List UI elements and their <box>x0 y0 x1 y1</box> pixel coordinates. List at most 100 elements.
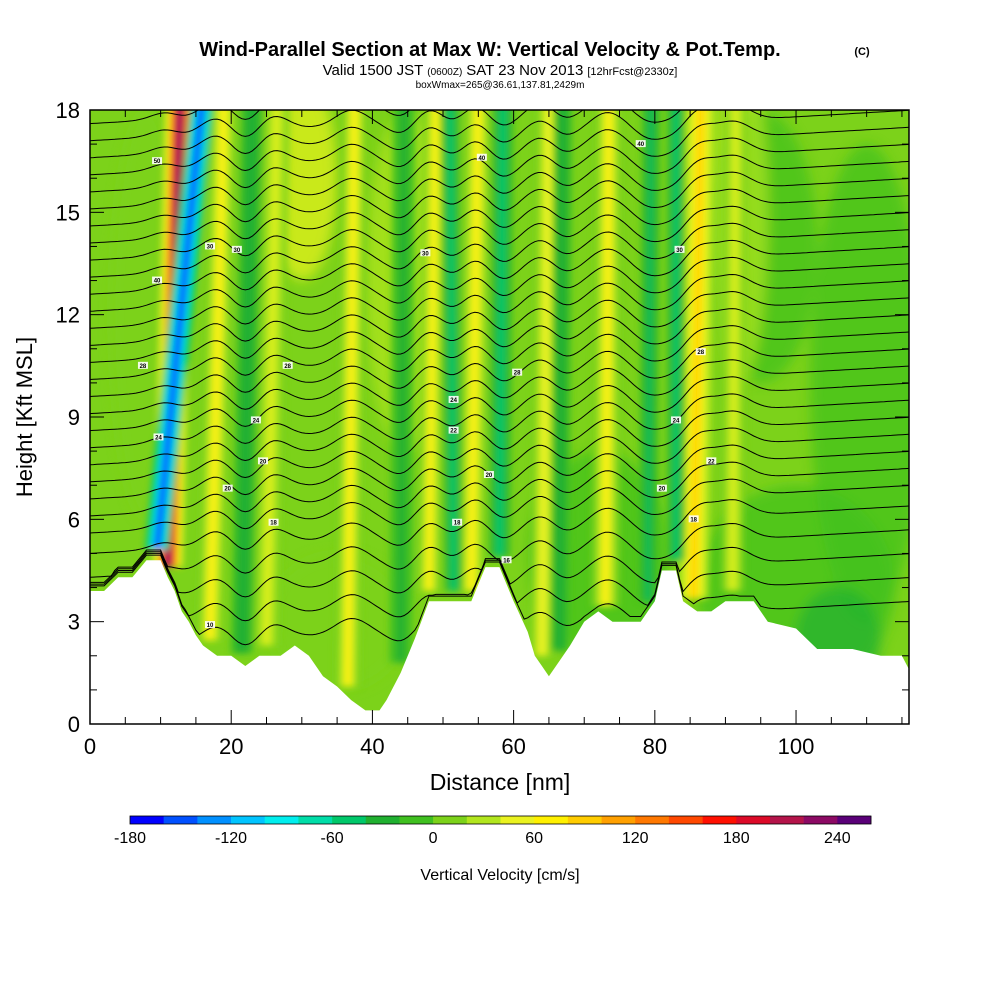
contour-label-bg <box>420 249 431 257</box>
contour-label-bg <box>152 157 163 165</box>
contour-label: 16 <box>501 556 512 564</box>
colorbar-swatch <box>601 816 636 824</box>
theta-contour <box>90 154 909 210</box>
contour-label: 24 <box>153 433 164 441</box>
contour-label-text: 28 <box>697 350 704 356</box>
contour-label: 22 <box>706 457 717 465</box>
colorbar-tick-label: 120 <box>622 830 649 847</box>
contour-label-text: 16 <box>503 558 510 564</box>
x-tick-label: 20 <box>219 734 243 759</box>
contour-label-bg <box>222 484 233 492</box>
theta-contour <box>90 478 909 534</box>
theta-contour <box>90 205 909 261</box>
contour-label-bg <box>268 518 279 526</box>
contour-label-text: 30 <box>207 244 214 250</box>
contour-label: 20 <box>483 470 494 479</box>
contour-label-text: 28 <box>514 371 521 377</box>
contour-label: 24 <box>250 416 261 424</box>
contour-label: 30 <box>231 245 242 254</box>
colorbar-swatch <box>466 816 501 824</box>
colorbar-swatch <box>635 816 670 824</box>
colorbar-swatch <box>567 816 602 824</box>
y-axis: 0 3 6 9 12 15 18 <box>56 98 909 737</box>
contour-label-text: 50 <box>154 159 161 165</box>
contour-label: 28 <box>282 361 293 370</box>
contour-label: 28 <box>512 368 523 377</box>
contour-label-bg <box>153 433 164 441</box>
contour-label-bg <box>231 245 242 253</box>
contour-label-bg <box>635 140 646 148</box>
contour-label-bg <box>282 361 293 369</box>
colorbar-swatch <box>197 816 232 824</box>
chart-subtitle-box: boxWmax=265@36.61,137.81,2429m <box>416 80 585 91</box>
contour-label: 20 <box>656 484 667 493</box>
contour-label-text: 20 <box>659 487 666 493</box>
colorbar-swatch <box>668 816 703 824</box>
downdraft-band <box>674 110 678 561</box>
contour-label-bg <box>476 153 487 161</box>
x-axis-label: Distance [nm] <box>430 769 571 795</box>
contour-label-bg <box>674 245 685 253</box>
contour-label-bg <box>152 276 163 284</box>
contour-label-bg <box>501 556 512 564</box>
colorbar-swatch <box>332 816 367 824</box>
y-tick-label: 9 <box>68 405 80 430</box>
downdraft-band <box>155 110 204 551</box>
contour-label-text: 40 <box>637 142 644 148</box>
downdraft-band <box>646 110 653 602</box>
contour-label: 30 <box>674 245 685 254</box>
contour-label-bg <box>448 395 459 403</box>
x-tick-label: 60 <box>501 734 525 759</box>
contour-label: 28 <box>137 361 148 370</box>
contour-labels: 50 40 28 24 30 30 28 24 20 20 18 10 30 40 28 24 22 20 18 16… <box>137 140 717 629</box>
theta-contour <box>90 120 909 176</box>
contour-label-bg <box>671 416 682 424</box>
y-tick-label: 3 <box>68 610 80 635</box>
colorbar-swatch <box>736 816 771 824</box>
contour-label-text: 24 <box>673 418 680 424</box>
contour-label-bg <box>257 457 268 465</box>
theta-contour <box>90 290 909 346</box>
y-tick-label: 18 <box>56 98 80 123</box>
colorbar-tick-label: -60 <box>321 830 344 847</box>
contour-label-text: 40 <box>154 279 161 285</box>
downdraft-band <box>239 110 254 654</box>
colorbar-ticks: -180 -120 -60 0 60 120 180 240 <box>114 830 851 847</box>
updraft-band <box>539 110 551 656</box>
updraft-band <box>603 110 612 607</box>
theta-contour <box>90 522 909 578</box>
contour-label-text: 20 <box>486 473 493 479</box>
contour-label: 40 <box>635 140 646 148</box>
updraft-band <box>426 110 438 591</box>
y-tick-label: 6 <box>68 507 80 532</box>
contour-label-text: 20 <box>224 487 231 493</box>
x-tick-label: 80 <box>643 734 667 759</box>
contour-label-text: 10 <box>207 623 214 629</box>
contour-label-text: 20 <box>260 459 267 465</box>
downdraft-band <box>448 110 456 591</box>
chart-subtitle: Valid 1500 JST (0600Z) SAT 23 Nov 2013 [12h… <box>323 62 678 79</box>
field-patch <box>810 144 909 622</box>
colorbar-tick-label: 180 <box>723 830 750 847</box>
colorbar-tick-label: -120 <box>215 830 247 847</box>
x-tick-label: 100 <box>778 734 815 759</box>
colorbar-tick-label: 240 <box>824 830 851 847</box>
subtitle-forecast: [12hrFcst@2330z] <box>587 66 677 78</box>
y-tick-label: 0 <box>68 712 80 737</box>
theta-contour <box>90 222 909 278</box>
subtitle-date: SAT 23 Nov 2013 <box>466 62 583 79</box>
theta-contour <box>90 342 909 397</box>
contour-label-text: 18 <box>454 521 461 527</box>
contour-label-text: 24 <box>450 398 457 404</box>
theta-contour <box>90 325 909 380</box>
contour-label-text: 28 <box>284 364 291 370</box>
colorbar-frame <box>129 815 872 825</box>
colorbar-swatch <box>534 816 569 824</box>
theta-contour <box>90 171 909 227</box>
contour-label-bg <box>452 518 463 526</box>
updraft-band <box>345 110 357 687</box>
theta-contour <box>90 461 909 517</box>
contour-label: 50 <box>152 157 163 165</box>
colorbar-swatch <box>231 816 266 824</box>
